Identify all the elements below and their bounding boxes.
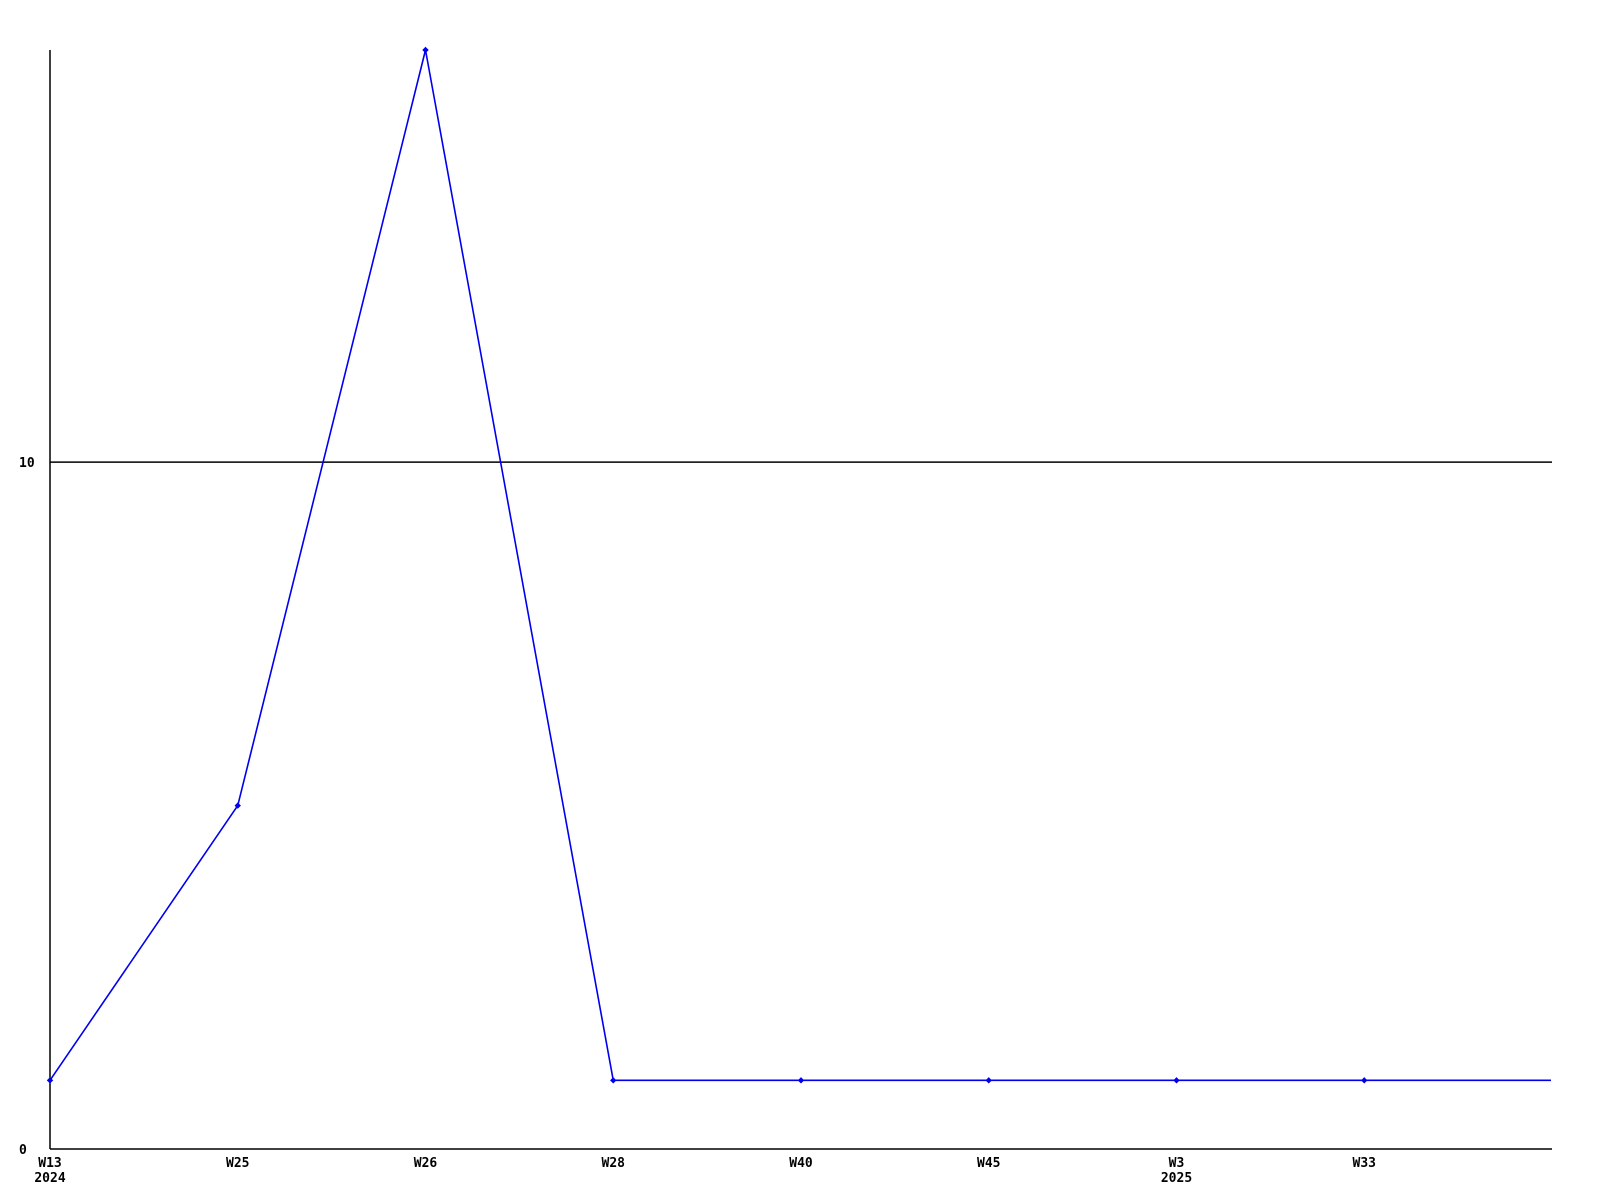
x-tick-label: W13 xyxy=(38,1156,61,1171)
data-point-marker xyxy=(797,1077,805,1084)
data-line xyxy=(49,49,1551,1082)
data-point-marker xyxy=(234,802,241,809)
data-point-marker xyxy=(1361,1077,1368,1084)
data-point-marker xyxy=(1173,1077,1180,1084)
x-tick-label: W33 xyxy=(1353,1156,1376,1171)
y-tick-label: 0 xyxy=(19,1143,27,1158)
x-tick-label: W3 xyxy=(1169,1156,1185,1171)
data-point-marker xyxy=(985,1077,992,1084)
x-tick-label: W25 xyxy=(226,1156,249,1171)
data-point-marker xyxy=(610,1077,617,1084)
x-tick-label: W26 xyxy=(414,1156,438,1171)
data-point-marker xyxy=(422,46,429,54)
x-tick-label: W28 xyxy=(602,1156,626,1171)
y-tick-label: 10 xyxy=(19,456,35,471)
x-tick-year-label: 2025 xyxy=(1161,1171,1192,1186)
x-tick-label: W40 xyxy=(789,1156,813,1171)
data-point-marker xyxy=(46,1077,54,1084)
x-tick-label: W45 xyxy=(977,1156,1000,1171)
x-tick-year-label: 2024 xyxy=(34,1171,65,1186)
